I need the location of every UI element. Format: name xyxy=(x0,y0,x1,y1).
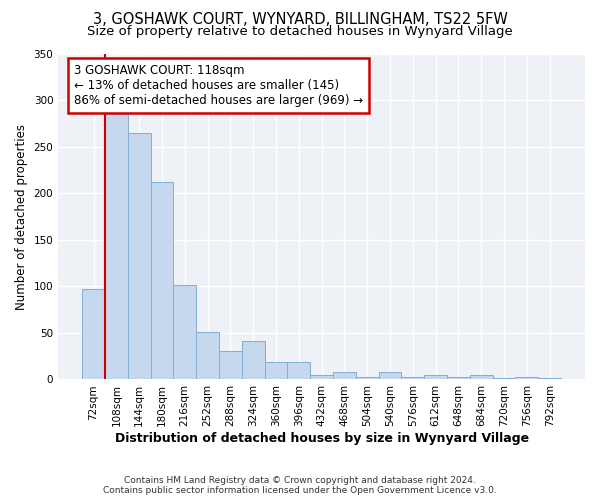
Text: 3 GOSHAWK COURT: 118sqm
← 13% of detached houses are smaller (145)
86% of semi-d: 3 GOSHAWK COURT: 118sqm ← 13% of detache… xyxy=(74,64,363,107)
Text: Size of property relative to detached houses in Wynyard Village: Size of property relative to detached ho… xyxy=(87,25,513,38)
Y-axis label: Number of detached properties: Number of detached properties xyxy=(15,124,28,310)
X-axis label: Distribution of detached houses by size in Wynyard Village: Distribution of detached houses by size … xyxy=(115,432,529,445)
Bar xyxy=(447,376,470,380)
Bar xyxy=(538,378,561,380)
Bar xyxy=(287,362,310,380)
Bar xyxy=(493,378,515,380)
Bar xyxy=(379,372,401,380)
Bar xyxy=(219,350,242,380)
Bar xyxy=(173,284,196,380)
Bar xyxy=(356,376,379,380)
Bar xyxy=(470,375,493,380)
Bar xyxy=(333,372,356,380)
Bar xyxy=(401,376,424,380)
Bar xyxy=(105,112,128,380)
Bar xyxy=(151,182,173,380)
Text: Contains HM Land Registry data © Crown copyright and database right 2024.
Contai: Contains HM Land Registry data © Crown c… xyxy=(103,476,497,495)
Text: 3, GOSHAWK COURT, WYNYARD, BILLINGHAM, TS22 5FW: 3, GOSHAWK COURT, WYNYARD, BILLINGHAM, T… xyxy=(92,12,508,28)
Bar xyxy=(128,133,151,380)
Bar xyxy=(242,342,265,380)
Bar xyxy=(196,332,219,380)
Bar xyxy=(310,375,333,380)
Bar xyxy=(515,376,538,380)
Bar xyxy=(424,375,447,380)
Bar xyxy=(265,362,287,380)
Bar xyxy=(82,290,105,380)
